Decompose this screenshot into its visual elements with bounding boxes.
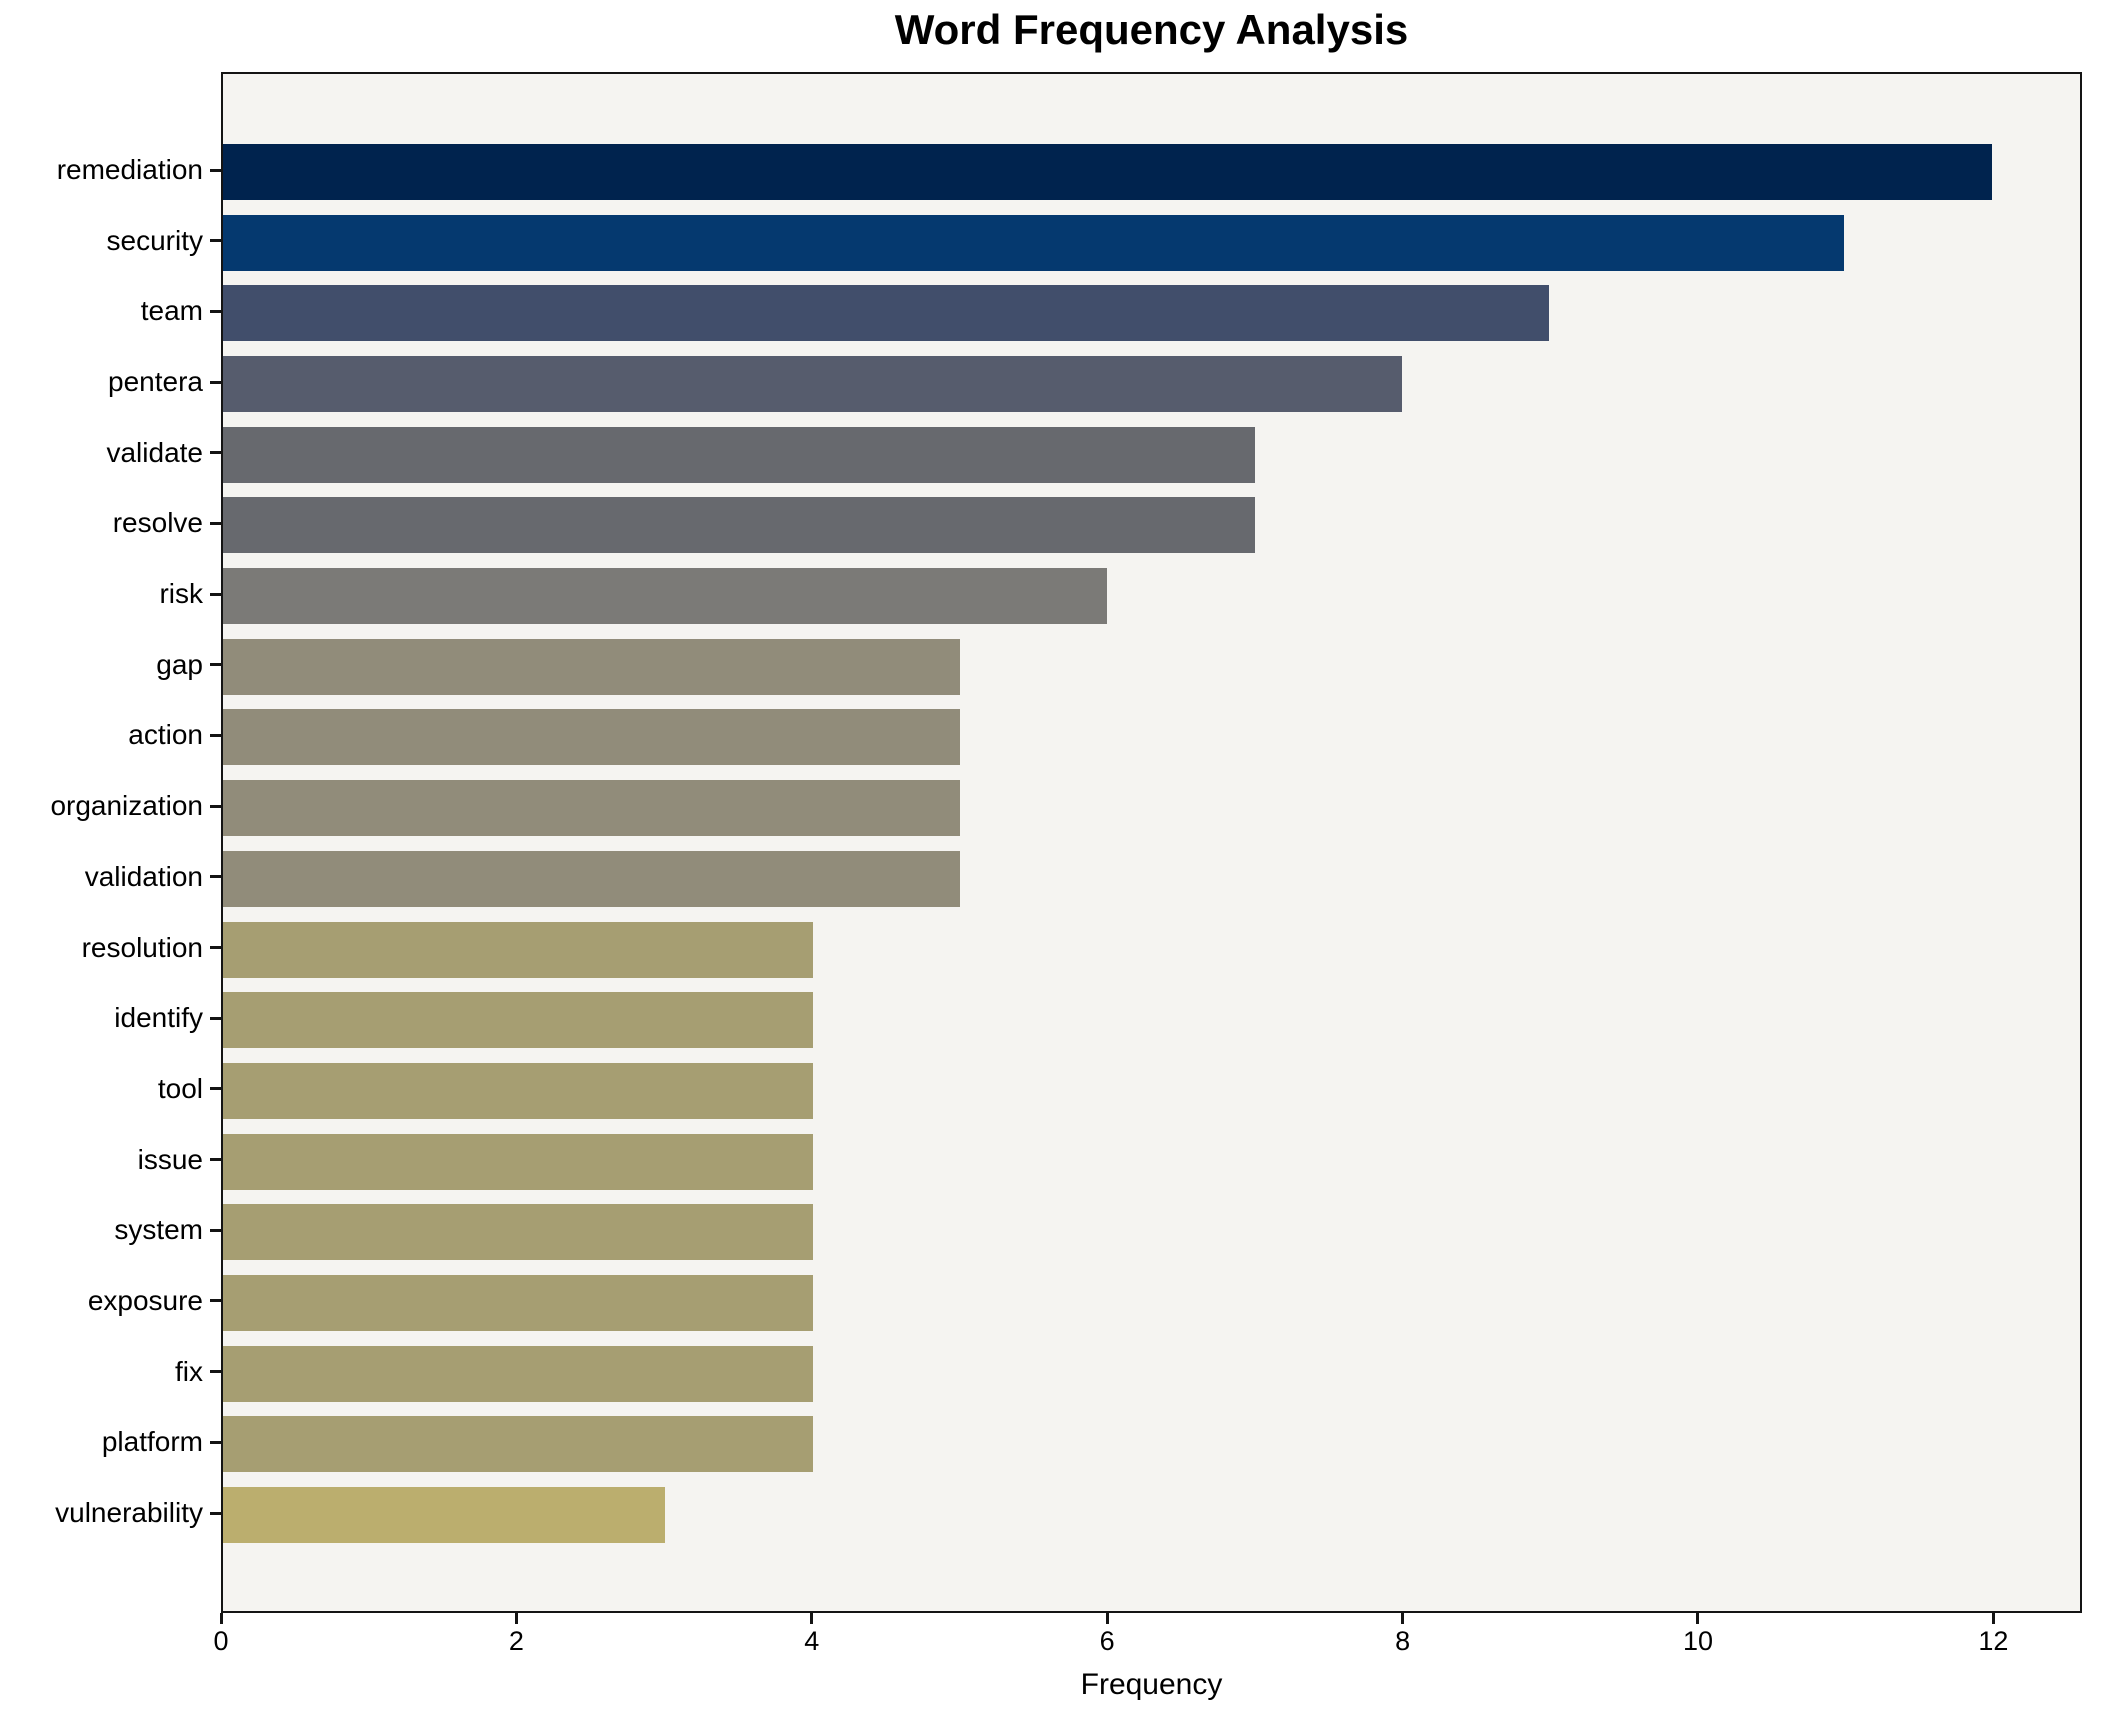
x-tick-mark — [1401, 1613, 1405, 1624]
x-tick-label: 8 — [1395, 1626, 1411, 1656]
y-tick-mark — [210, 875, 221, 879]
y-tick-label: team — [140, 295, 203, 327]
y-tick-label: vulnerability — [55, 1497, 203, 1528]
x-axis-label: Frequency — [1080, 1668, 1223, 1701]
y-tick-mark — [210, 1511, 221, 1515]
y-tick-mark — [210, 1228, 221, 1232]
frequency-bar-action — [223, 709, 960, 766]
y-tick-label: system — [114, 1214, 203, 1246]
y-tick-label: gap — [156, 648, 203, 680]
x-tick-label: 2 — [508, 1626, 524, 1656]
y-tick-mark — [210, 1440, 221, 1444]
x-tick-mark — [1991, 1613, 1995, 1624]
frequency-bar-validation — [223, 850, 960, 907]
frequency-bar-tool — [223, 1062, 813, 1119]
y-tick-mark — [210, 663, 221, 667]
y-tick-label: tool — [157, 1072, 203, 1104]
y-tick-label: platform — [101, 1426, 203, 1458]
y-tick-mark — [210, 1087, 221, 1091]
x-tick-mark — [1105, 1613, 1109, 1624]
y-tick-mark — [210, 1158, 221, 1162]
y-tick-label: action — [128, 719, 203, 751]
y-tick-mark — [210, 946, 221, 950]
x-tick-label: 0 — [213, 1626, 229, 1656]
frequency-bar-resolve — [223, 497, 1255, 554]
frequency-bar-vulnerability — [223, 1487, 666, 1543]
frequency-bar-fix — [223, 1345, 813, 1402]
y-tick-mark — [210, 804, 221, 808]
y-tick-mark — [210, 521, 221, 525]
frequency-bar-issue — [223, 1133, 813, 1190]
frequency-bar-team — [223, 285, 1550, 342]
y-tick-mark — [210, 733, 221, 737]
x-tick-label: 6 — [1099, 1626, 1115, 1656]
x-tick-mark — [514, 1613, 518, 1624]
x-tick-label: 12 — [1978, 1626, 2009, 1656]
y-tick-mark — [210, 1016, 221, 1020]
chart-title: Word Frequency Analysis — [894, 6, 1409, 53]
frequency-bar-platform — [223, 1416, 813, 1473]
frequency-bar-resolution — [223, 921, 813, 978]
frequency-bar-security — [223, 214, 1845, 271]
x-tick-mark — [810, 1613, 814, 1624]
y-tick-label: validation — [84, 860, 203, 892]
y-tick-mark — [210, 309, 221, 313]
y-tick-label: security — [106, 224, 203, 256]
frequency-bar-risk — [223, 568, 1108, 625]
frequency-bar-system — [223, 1204, 813, 1261]
frequency-bar-organization — [223, 780, 960, 837]
frequency-bar-gap — [223, 638, 960, 695]
y-tick-label: issue — [137, 1143, 203, 1175]
y-tick-label: remediation — [56, 154, 203, 185]
y-tick-label: identify — [114, 1002, 203, 1034]
y-tick-label: risk — [159, 578, 203, 610]
y-tick-label: pentera — [108, 366, 203, 398]
y-tick-label: resolve — [112, 507, 203, 539]
y-tick-label: organization — [50, 790, 203, 822]
y-tick-mark — [210, 1370, 221, 1374]
y-tick-mark — [210, 239, 221, 243]
y-tick-mark — [210, 168, 221, 172]
y-tick-mark — [210, 1299, 221, 1303]
y-tick-mark — [210, 380, 221, 384]
plot-area — [221, 72, 2082, 1613]
frequency-bar-exposure — [223, 1274, 813, 1331]
x-tick-mark — [1696, 1613, 1700, 1624]
y-tick-label: resolution — [81, 931, 203, 963]
frequency-bar-identify — [223, 992, 813, 1049]
y-tick-label: fix — [175, 1355, 203, 1387]
frequency-bar-remediation — [223, 144, 1992, 200]
x-tick-label: 10 — [1682, 1626, 1713, 1656]
x-tick-label: 4 — [804, 1626, 820, 1656]
y-tick-mark — [210, 451, 221, 455]
y-tick-label: validate — [106, 436, 203, 468]
y-tick-label: exposure — [87, 1284, 203, 1316]
frequency-bar-validate — [223, 426, 1255, 483]
frequency-bar-pentera — [223, 356, 1403, 413]
y-tick-mark — [210, 592, 221, 596]
x-tick-mark — [219, 1613, 223, 1624]
